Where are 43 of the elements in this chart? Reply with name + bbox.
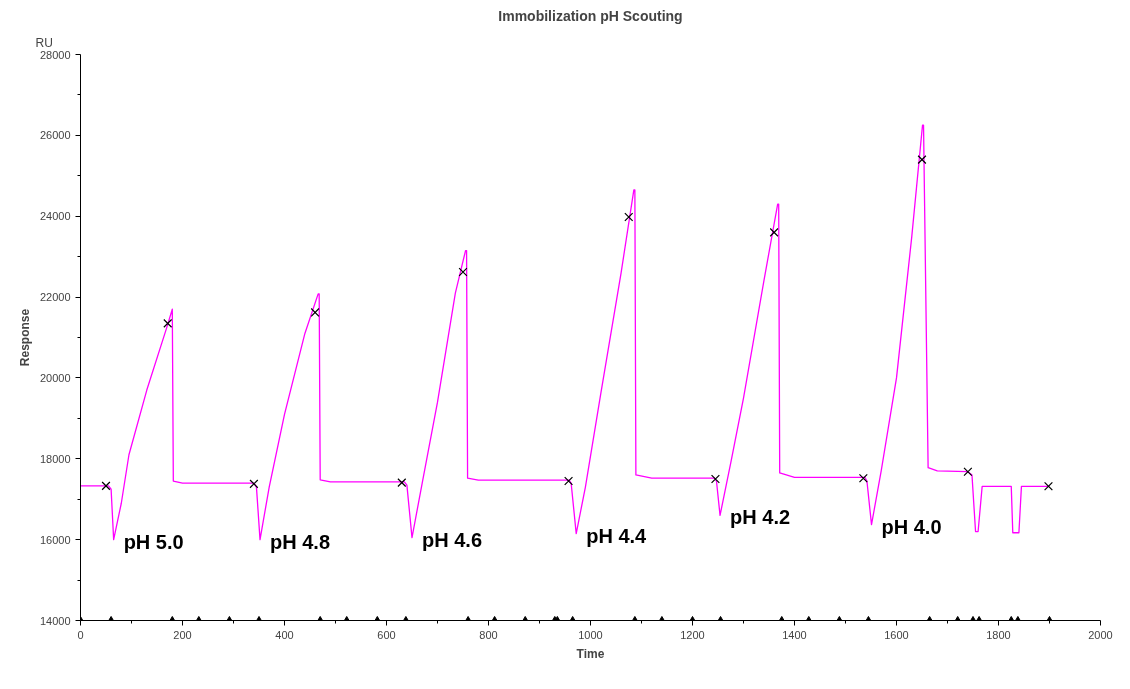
y-tick-label: 18000	[39, 452, 71, 465]
point	[397, 478, 407, 488]
x-tick-label: 1400	[782, 628, 807, 641]
annotation: pH 5.0	[123, 530, 184, 553]
y-tick-label: 26000	[39, 129, 71, 142]
x-tick-label: 400	[275, 628, 294, 641]
y-tick-label: 16000	[39, 533, 71, 546]
x-tick-label: 800	[479, 628, 498, 641]
annotation: pH 4.4	[586, 524, 648, 547]
point	[963, 467, 973, 477]
chart-title: Immobilization pH Scouting	[498, 7, 683, 24]
x-tick-label: 1600	[884, 628, 909, 641]
y-tick-label: 28000	[39, 48, 71, 61]
point	[458, 267, 468, 277]
x-tick-label: 600	[377, 628, 396, 641]
point	[1043, 481, 1053, 491]
x-tick-label: 200	[173, 628, 192, 641]
point	[710, 474, 720, 484]
x-tick-label: 1800	[986, 628, 1011, 641]
point	[624, 212, 634, 222]
point	[101, 481, 111, 491]
y-tick-label: 22000	[39, 291, 71, 304]
point	[858, 473, 868, 483]
annotation: pH 4.8	[270, 530, 331, 553]
point	[917, 155, 927, 165]
text: RU	[35, 35, 53, 50]
x-tick-label: 0	[77, 628, 84, 641]
y-tick-label: 20000	[39, 371, 71, 384]
point	[163, 318, 173, 328]
x-tick-label: 1000	[578, 628, 603, 641]
x-tick-label: 1200	[680, 628, 705, 641]
y-tick-label: 14000	[39, 614, 71, 627]
point	[310, 307, 320, 317]
point	[564, 476, 574, 486]
y-axis-title: Response	[17, 308, 32, 367]
point	[249, 479, 259, 489]
annotation: pH 4.0	[881, 515, 942, 538]
x-tick-label: 2000	[1088, 628, 1113, 641]
x-axis-title: Time	[576, 646, 605, 661]
point	[769, 227, 779, 237]
annotation: pH 4.2	[730, 506, 791, 529]
y-tick-label: 24000	[39, 210, 71, 223]
annotation: pH 4.6	[422, 528, 483, 551]
